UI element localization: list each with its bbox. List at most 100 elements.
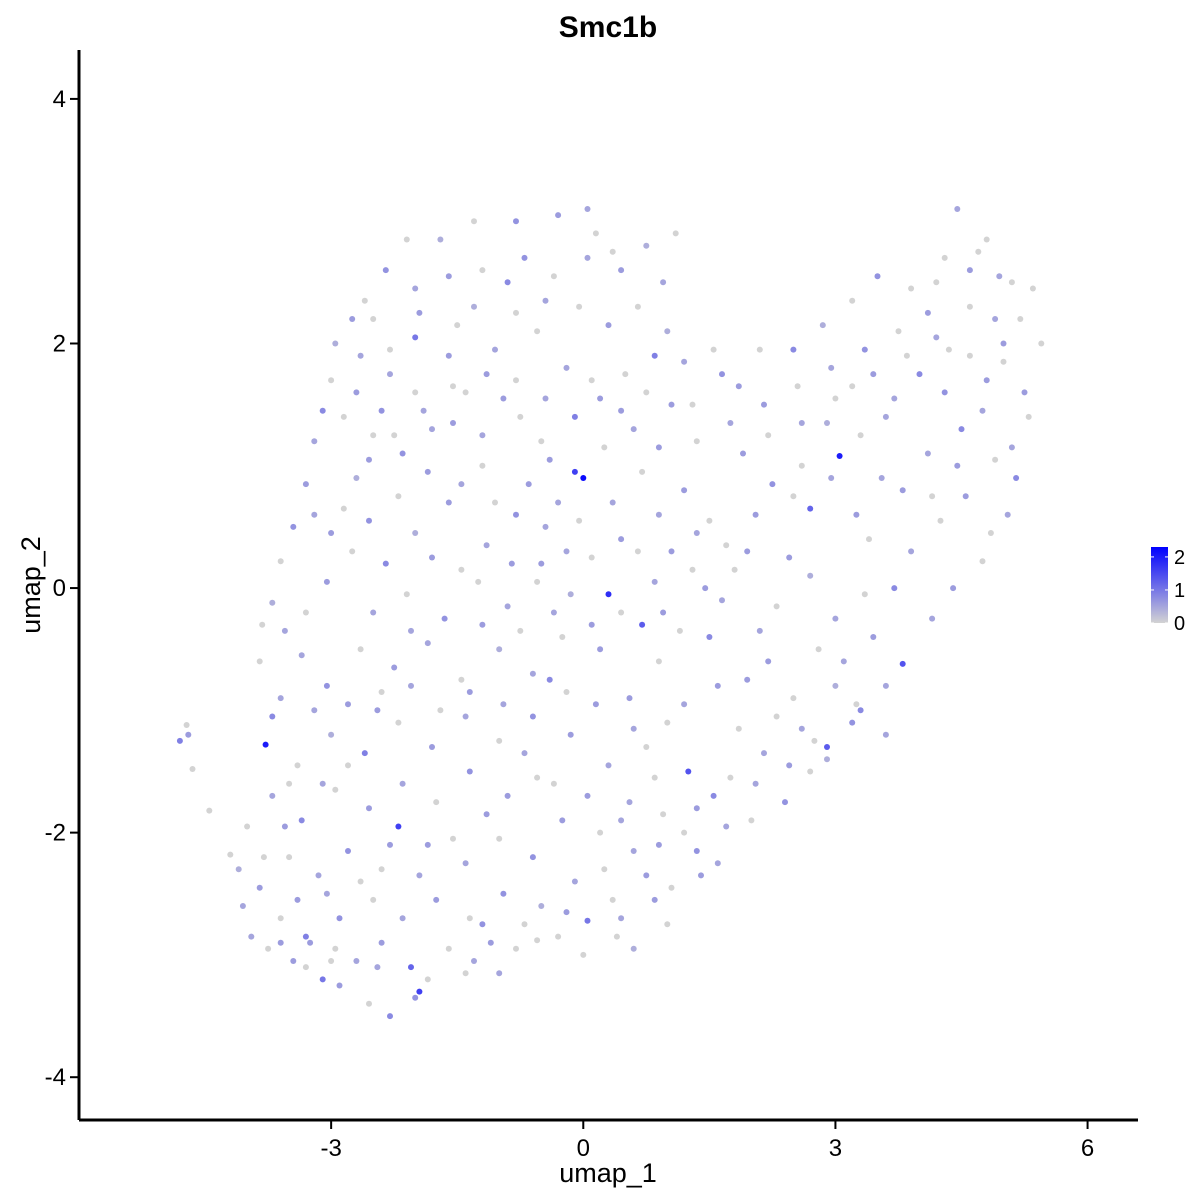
data-point xyxy=(563,909,570,916)
y-tick-label: -4 xyxy=(45,1064,66,1091)
data-point xyxy=(786,762,793,769)
data-point xyxy=(353,958,360,964)
data-point xyxy=(336,915,343,922)
data-point xyxy=(391,432,398,439)
data-point xyxy=(929,493,936,500)
data-point xyxy=(1008,444,1015,451)
data-point xyxy=(924,450,931,457)
data-point xyxy=(176,737,183,744)
data-point xyxy=(588,377,595,384)
data-point xyxy=(744,548,751,555)
data-point xyxy=(609,499,616,506)
data-point xyxy=(849,383,856,390)
data-point xyxy=(727,420,734,426)
data-point xyxy=(748,817,755,824)
data-point xyxy=(660,609,667,616)
data-point xyxy=(727,774,734,781)
data-point xyxy=(286,854,293,861)
data-point xyxy=(412,334,419,341)
data-point xyxy=(861,591,868,598)
data-point xyxy=(752,780,759,787)
data-point xyxy=(408,627,414,634)
data-point xyxy=(513,511,519,518)
data-point xyxy=(857,707,864,714)
data-point xyxy=(290,523,297,530)
data-point xyxy=(597,829,604,836)
data-point xyxy=(395,493,402,500)
data-point xyxy=(1008,279,1015,286)
data-point xyxy=(458,566,465,573)
data-point xyxy=(676,627,683,634)
data-point xyxy=(592,230,599,237)
x-tick-label: 3 xyxy=(829,1135,842,1162)
data-point xyxy=(567,591,574,598)
data-point xyxy=(227,851,234,858)
data-point xyxy=(462,970,469,977)
data-point xyxy=(937,517,944,524)
colorbar xyxy=(1151,547,1168,623)
data-point xyxy=(761,401,767,408)
data-point xyxy=(975,248,982,255)
data-point xyxy=(643,242,650,249)
data-point xyxy=(870,634,877,640)
data-point xyxy=(828,364,835,371)
data-point xyxy=(979,558,986,565)
data-point xyxy=(798,420,805,426)
data-point xyxy=(244,823,251,830)
data-point xyxy=(571,413,578,420)
data-point xyxy=(798,462,805,469)
data-point xyxy=(966,303,973,310)
data-point xyxy=(353,389,360,396)
data-point xyxy=(752,511,759,518)
data-point xyxy=(929,615,936,622)
data-point xyxy=(580,951,587,958)
data-point xyxy=(378,939,385,946)
chart-title: Smc1b xyxy=(559,11,657,44)
data-point xyxy=(328,958,335,964)
data-point xyxy=(807,505,814,512)
data-point xyxy=(416,872,423,879)
data-point xyxy=(328,731,335,738)
data-point xyxy=(412,285,419,292)
data-point xyxy=(668,884,675,891)
data-point xyxy=(798,725,805,732)
data-point xyxy=(479,621,486,628)
data-point xyxy=(613,933,620,940)
colorbar-tick-label: 2 xyxy=(1174,547,1185,569)
data-point xyxy=(958,426,965,433)
data-point xyxy=(277,939,284,946)
points-layer xyxy=(176,206,1045,1020)
data-point xyxy=(773,603,780,610)
data-point xyxy=(450,420,456,426)
data-point xyxy=(424,976,431,983)
data-point xyxy=(248,933,255,940)
data-point xyxy=(735,383,742,390)
data-point xyxy=(445,945,452,952)
data-point xyxy=(626,799,633,806)
data-point xyxy=(819,322,826,329)
data-point xyxy=(756,627,763,634)
data-point xyxy=(950,585,957,592)
data-point xyxy=(286,780,293,787)
data-point xyxy=(529,854,536,861)
data-point xyxy=(433,799,440,806)
data-point xyxy=(899,660,906,667)
data-point xyxy=(853,511,860,518)
data-point xyxy=(660,811,667,818)
data-point xyxy=(983,236,990,243)
data-point xyxy=(882,731,889,738)
data-point xyxy=(441,615,448,622)
data-point xyxy=(542,523,549,530)
y-tick-label: -2 xyxy=(45,820,66,847)
data-point xyxy=(378,407,385,414)
data-point xyxy=(584,917,591,924)
data-point xyxy=(445,273,452,280)
data-point xyxy=(655,511,662,518)
data-point xyxy=(529,670,536,677)
data-point xyxy=(462,389,469,396)
data-point xyxy=(483,542,490,549)
data-point xyxy=(542,297,549,304)
data-point xyxy=(521,254,528,261)
data-point xyxy=(496,646,503,653)
data-point xyxy=(391,664,398,671)
